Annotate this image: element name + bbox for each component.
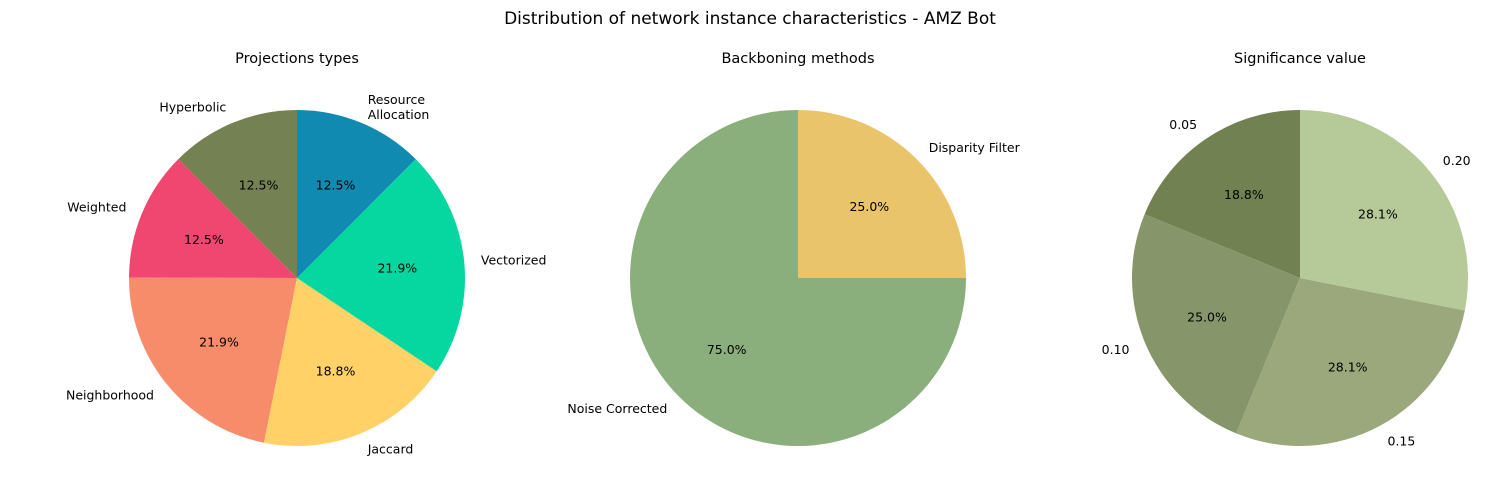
pie-pct-label: 18.8% [316,364,356,379]
pie-slice-0-20 [1300,109,1468,311]
figure-title: Distribution of network instance charact… [504,9,996,29]
pie-pct-label: 21.9% [377,261,417,276]
pie-slice-0-10 [1132,214,1300,434]
pie-pct-label: 28.1% [1358,207,1398,222]
pie-pct-label: 12.5% [316,177,356,192]
pie-category-label: Jaccard [367,441,414,456]
pie-category-label: Noise Corrected [567,401,667,416]
pie-chart-significance-value: Significance value 18.8% 0.05 25.0% 0.10 28.… [1102,51,1471,448]
pie-slice-0-15 [1236,278,1465,446]
pie-chart-backboning-methods: Backboning methods 75.0% Noise Corrected 2… [567,51,1021,446]
chart-title: Significance value [1234,51,1366,67]
pie-pct-label: 28.1% [1328,359,1368,374]
pie-pct-label: 21.9% [199,334,239,349]
pie-slice-0-05 [1144,110,1300,278]
pie-slice-neighborhood [128,277,297,443]
pie-pct-label: 12.5% [239,177,279,192]
pie-category-label: Hyperbolic [159,100,226,115]
pie-pct-label: 25.0% [1187,309,1227,324]
pie-category-label: Neighborhood [66,388,154,403]
pie-pct-label: 12.5% [184,232,224,247]
pie-slice-jaccard [264,278,437,447]
pie-slice-resource-allocation [297,110,416,278]
pie-category-label: Vectorized [481,252,547,267]
chart-title: Backboning methods [721,51,874,67]
pie-pct-label: 18.8% [1224,187,1264,202]
pie-chart-projections-types: Projections types 12.5% Hyperbolic 12.5% We… [66,51,546,456]
pie-category-label: Disparity Filter [929,140,1021,155]
pie-category-label: Resource Allocation [368,92,430,122]
pie-category-label: 0.15 [1388,433,1416,448]
chart-title: Projections types [235,51,359,67]
pie-pct-label: 75.0% [707,342,747,357]
pie-category-label: 0.05 [1169,117,1197,132]
pie-pct-label: 25.0% [849,199,889,214]
pie-slice-vectorized [297,159,465,372]
pie-slice-weighted [129,159,297,278]
pie-category-label: 0.10 [1102,342,1130,357]
pie-category-label: Weighted [67,200,126,215]
pie-slice-hyperbolic [178,110,297,278]
pie-slice-disparity-filter [798,110,966,278]
pie-category-label: 0.20 [1443,153,1471,168]
